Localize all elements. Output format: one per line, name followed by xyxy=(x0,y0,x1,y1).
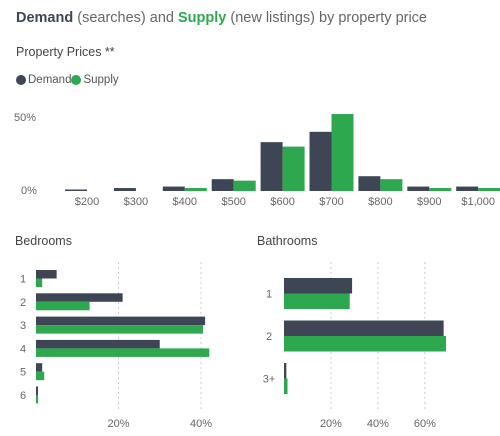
bedrooms-bar-supply-3 xyxy=(36,325,204,334)
bedrooms-chart-title: Bedrooms xyxy=(15,234,72,248)
price-bar-demand-5 xyxy=(260,142,283,191)
price-xtick-7: $800 xyxy=(368,196,392,208)
bathrooms-xtick-1: 20% xyxy=(320,418,342,430)
bedrooms-bar-supply-4 xyxy=(36,348,210,357)
bathrooms-bar-supply-1 xyxy=(284,293,350,309)
bathrooms-xtick-2: 40% xyxy=(367,418,389,430)
bathrooms-category-2: 2 xyxy=(266,331,272,343)
bathrooms-bar-supply-2 xyxy=(284,336,446,352)
price-xtick-5: $600 xyxy=(270,196,294,208)
bathrooms-chart-title: Bathrooms xyxy=(257,234,318,248)
bedrooms-category-6: 6 xyxy=(20,390,26,402)
bedrooms-bar-supply-6 xyxy=(36,395,39,404)
bedrooms-xtick-1: 20% xyxy=(107,418,129,430)
price-chart-title: Property Prices ** xyxy=(16,45,115,59)
header-demand: Demand xyxy=(16,10,74,26)
price-ytick-top: 50% xyxy=(14,112,36,124)
price-bar-supply-3 xyxy=(184,188,207,191)
price-bar-supply-7 xyxy=(380,179,403,191)
bedrooms-bar-supply-2 xyxy=(36,301,90,311)
price-bar-supply-4 xyxy=(233,180,256,191)
price-xtick-6: $700 xyxy=(319,196,343,208)
bedrooms-category-5: 5 xyxy=(20,367,26,379)
price-bar-supply-6 xyxy=(331,114,354,191)
price-legend: Demand Supply xyxy=(16,74,119,86)
price-xtick-1: $200 xyxy=(75,196,99,208)
price-bar-supply-8 xyxy=(429,188,452,191)
bedrooms-bar-demand-6 xyxy=(36,386,38,395)
bedrooms-category-4: 4 xyxy=(20,343,26,355)
page-header: Demand (searches) and Supply (new listin… xyxy=(16,10,427,26)
price-bar-supply-9 xyxy=(478,188,500,191)
legend-supply-label: Supply xyxy=(83,74,119,86)
price-xtick-9: $1,000 xyxy=(461,196,495,208)
price-bar-demand-4 xyxy=(211,179,234,191)
price-bar-demand-3 xyxy=(162,186,185,191)
bedrooms-category-3: 3 xyxy=(20,320,26,332)
price-bar-demand-1 xyxy=(65,189,87,191)
bathrooms-bar-demand-1 xyxy=(284,278,353,294)
header-text-1: (searches) and xyxy=(73,10,178,26)
bedrooms-category-1: 1 xyxy=(20,274,26,286)
bedrooms-bar-demand-3 xyxy=(36,316,206,326)
bedrooms-bar-demand-5 xyxy=(36,363,43,372)
price-xtick-4: $500 xyxy=(221,196,245,208)
bathrooms-bar-supply-3 xyxy=(284,378,288,394)
bathrooms-bar-demand-2 xyxy=(284,320,444,336)
bathrooms-bar-demand-3 xyxy=(284,363,287,379)
price-bar-demand-7 xyxy=(358,176,381,191)
bedrooms-bar-demand-2 xyxy=(36,293,123,302)
bedrooms-bar-demand-1 xyxy=(36,270,57,279)
header-supply: Supply xyxy=(178,10,227,26)
price-bar-demand-8 xyxy=(407,186,430,191)
price-xtick-2: $300 xyxy=(124,196,148,208)
legend-demand-swatch xyxy=(16,75,26,85)
price-ytick-zero: 0% xyxy=(21,185,37,197)
price-bar-demand-2 xyxy=(113,188,136,191)
bedrooms-category-2: 2 xyxy=(20,297,26,309)
bathrooms-category-1: 1 xyxy=(266,289,272,301)
price-bar-demand-6 xyxy=(309,131,332,191)
header-text-2: (new listings) by property price xyxy=(226,10,428,26)
bathrooms-category-3: 3+ xyxy=(263,374,276,386)
price-bar-demand-9 xyxy=(456,186,479,191)
bedrooms-xtick-2: 40% xyxy=(190,418,212,430)
bedrooms-bar-supply-1 xyxy=(36,278,43,287)
price-xtick-3: $400 xyxy=(173,196,197,208)
bathrooms-xtick-3: 60% xyxy=(414,418,436,430)
price-bar-supply-5 xyxy=(282,146,305,191)
legend-supply-swatch xyxy=(71,75,82,85)
bedrooms-bar-demand-4 xyxy=(36,339,160,349)
bedrooms-bar-supply-5 xyxy=(36,371,45,381)
legend-demand-label: Demand xyxy=(28,74,72,86)
price-xtick-8: $900 xyxy=(417,196,441,208)
